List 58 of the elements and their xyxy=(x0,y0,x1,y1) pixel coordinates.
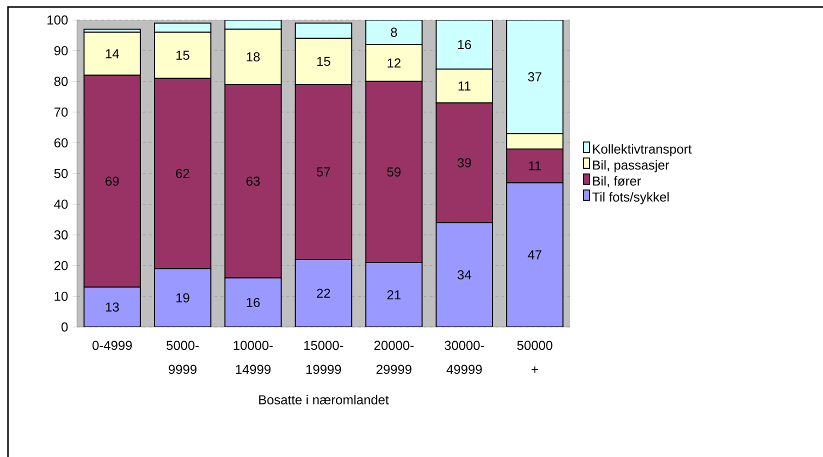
y-tick-label: 30 xyxy=(54,230,68,240)
legend-label: Kollektivtransport xyxy=(593,144,692,156)
data-label: 47 xyxy=(528,250,542,260)
data-label: 18 xyxy=(246,52,260,62)
y-tick-label: 0 xyxy=(62,322,68,332)
data-label: 12 xyxy=(388,58,401,68)
data-label: 15 xyxy=(176,50,190,60)
y-tick-label: 60 xyxy=(54,138,68,148)
y-tick-label: 90 xyxy=(54,46,68,56)
x-axis-title: Bosatte i næromlandet xyxy=(259,394,389,404)
data-label: 16 xyxy=(458,40,472,50)
bar xyxy=(154,22,212,33)
data-label: 11 xyxy=(529,161,541,170)
data-label: 11 xyxy=(458,82,470,90)
x-tick-label: 20000-29999 xyxy=(374,340,414,374)
x-tick-label: 0-4999 xyxy=(92,340,132,350)
data-label: 59 xyxy=(387,167,401,177)
bar xyxy=(506,20,564,134)
data-label: 13 xyxy=(106,302,119,312)
data-label: 62 xyxy=(176,168,190,178)
data-label: 69 xyxy=(106,176,119,186)
y-tick-label: 100 xyxy=(48,15,68,25)
bar xyxy=(365,20,423,46)
y-tick-label: 50 xyxy=(54,168,68,178)
bar xyxy=(294,22,352,39)
bar xyxy=(506,182,564,327)
data-label: 22 xyxy=(316,288,330,298)
data-label: 39 xyxy=(458,158,471,168)
data-label: 19 xyxy=(176,293,190,302)
y-tick-label: 10 xyxy=(54,292,68,301)
y-tick-label: 40 xyxy=(54,200,68,209)
bar xyxy=(224,277,282,327)
legend-label: Bil, passasjer xyxy=(593,160,670,172)
x-tick-label: 15000-19999 xyxy=(304,340,344,374)
bar xyxy=(365,262,423,327)
x-tick-label: 10000-14999 xyxy=(234,340,273,374)
category-label: 50000 + xyxy=(517,340,552,373)
x-tick-label: 30000-49999 xyxy=(444,340,484,374)
data-label: 8 xyxy=(390,28,397,37)
y-tick-label: 80 xyxy=(54,76,68,86)
y-tick-label: 70 xyxy=(54,107,68,117)
legend-label: Bil, fører xyxy=(593,176,641,188)
bar xyxy=(154,268,212,327)
data-label: 21 xyxy=(387,290,401,300)
legend-label: Til fots/sykkel xyxy=(592,192,669,204)
data-label: 16 xyxy=(246,298,260,308)
data-label: 15 xyxy=(317,56,330,66)
y-tick-label: 20 xyxy=(54,260,68,270)
bar xyxy=(294,258,352,327)
data-label: 34 xyxy=(458,270,472,280)
data-label: 63 xyxy=(246,176,260,186)
bar xyxy=(84,286,141,327)
data-label: 37 xyxy=(528,72,542,82)
bar xyxy=(436,222,494,327)
bar xyxy=(436,20,494,70)
data-label: 14 xyxy=(106,49,120,58)
data-label: 57 xyxy=(316,167,330,176)
x-tick-label: 5000-9999 xyxy=(166,340,199,374)
